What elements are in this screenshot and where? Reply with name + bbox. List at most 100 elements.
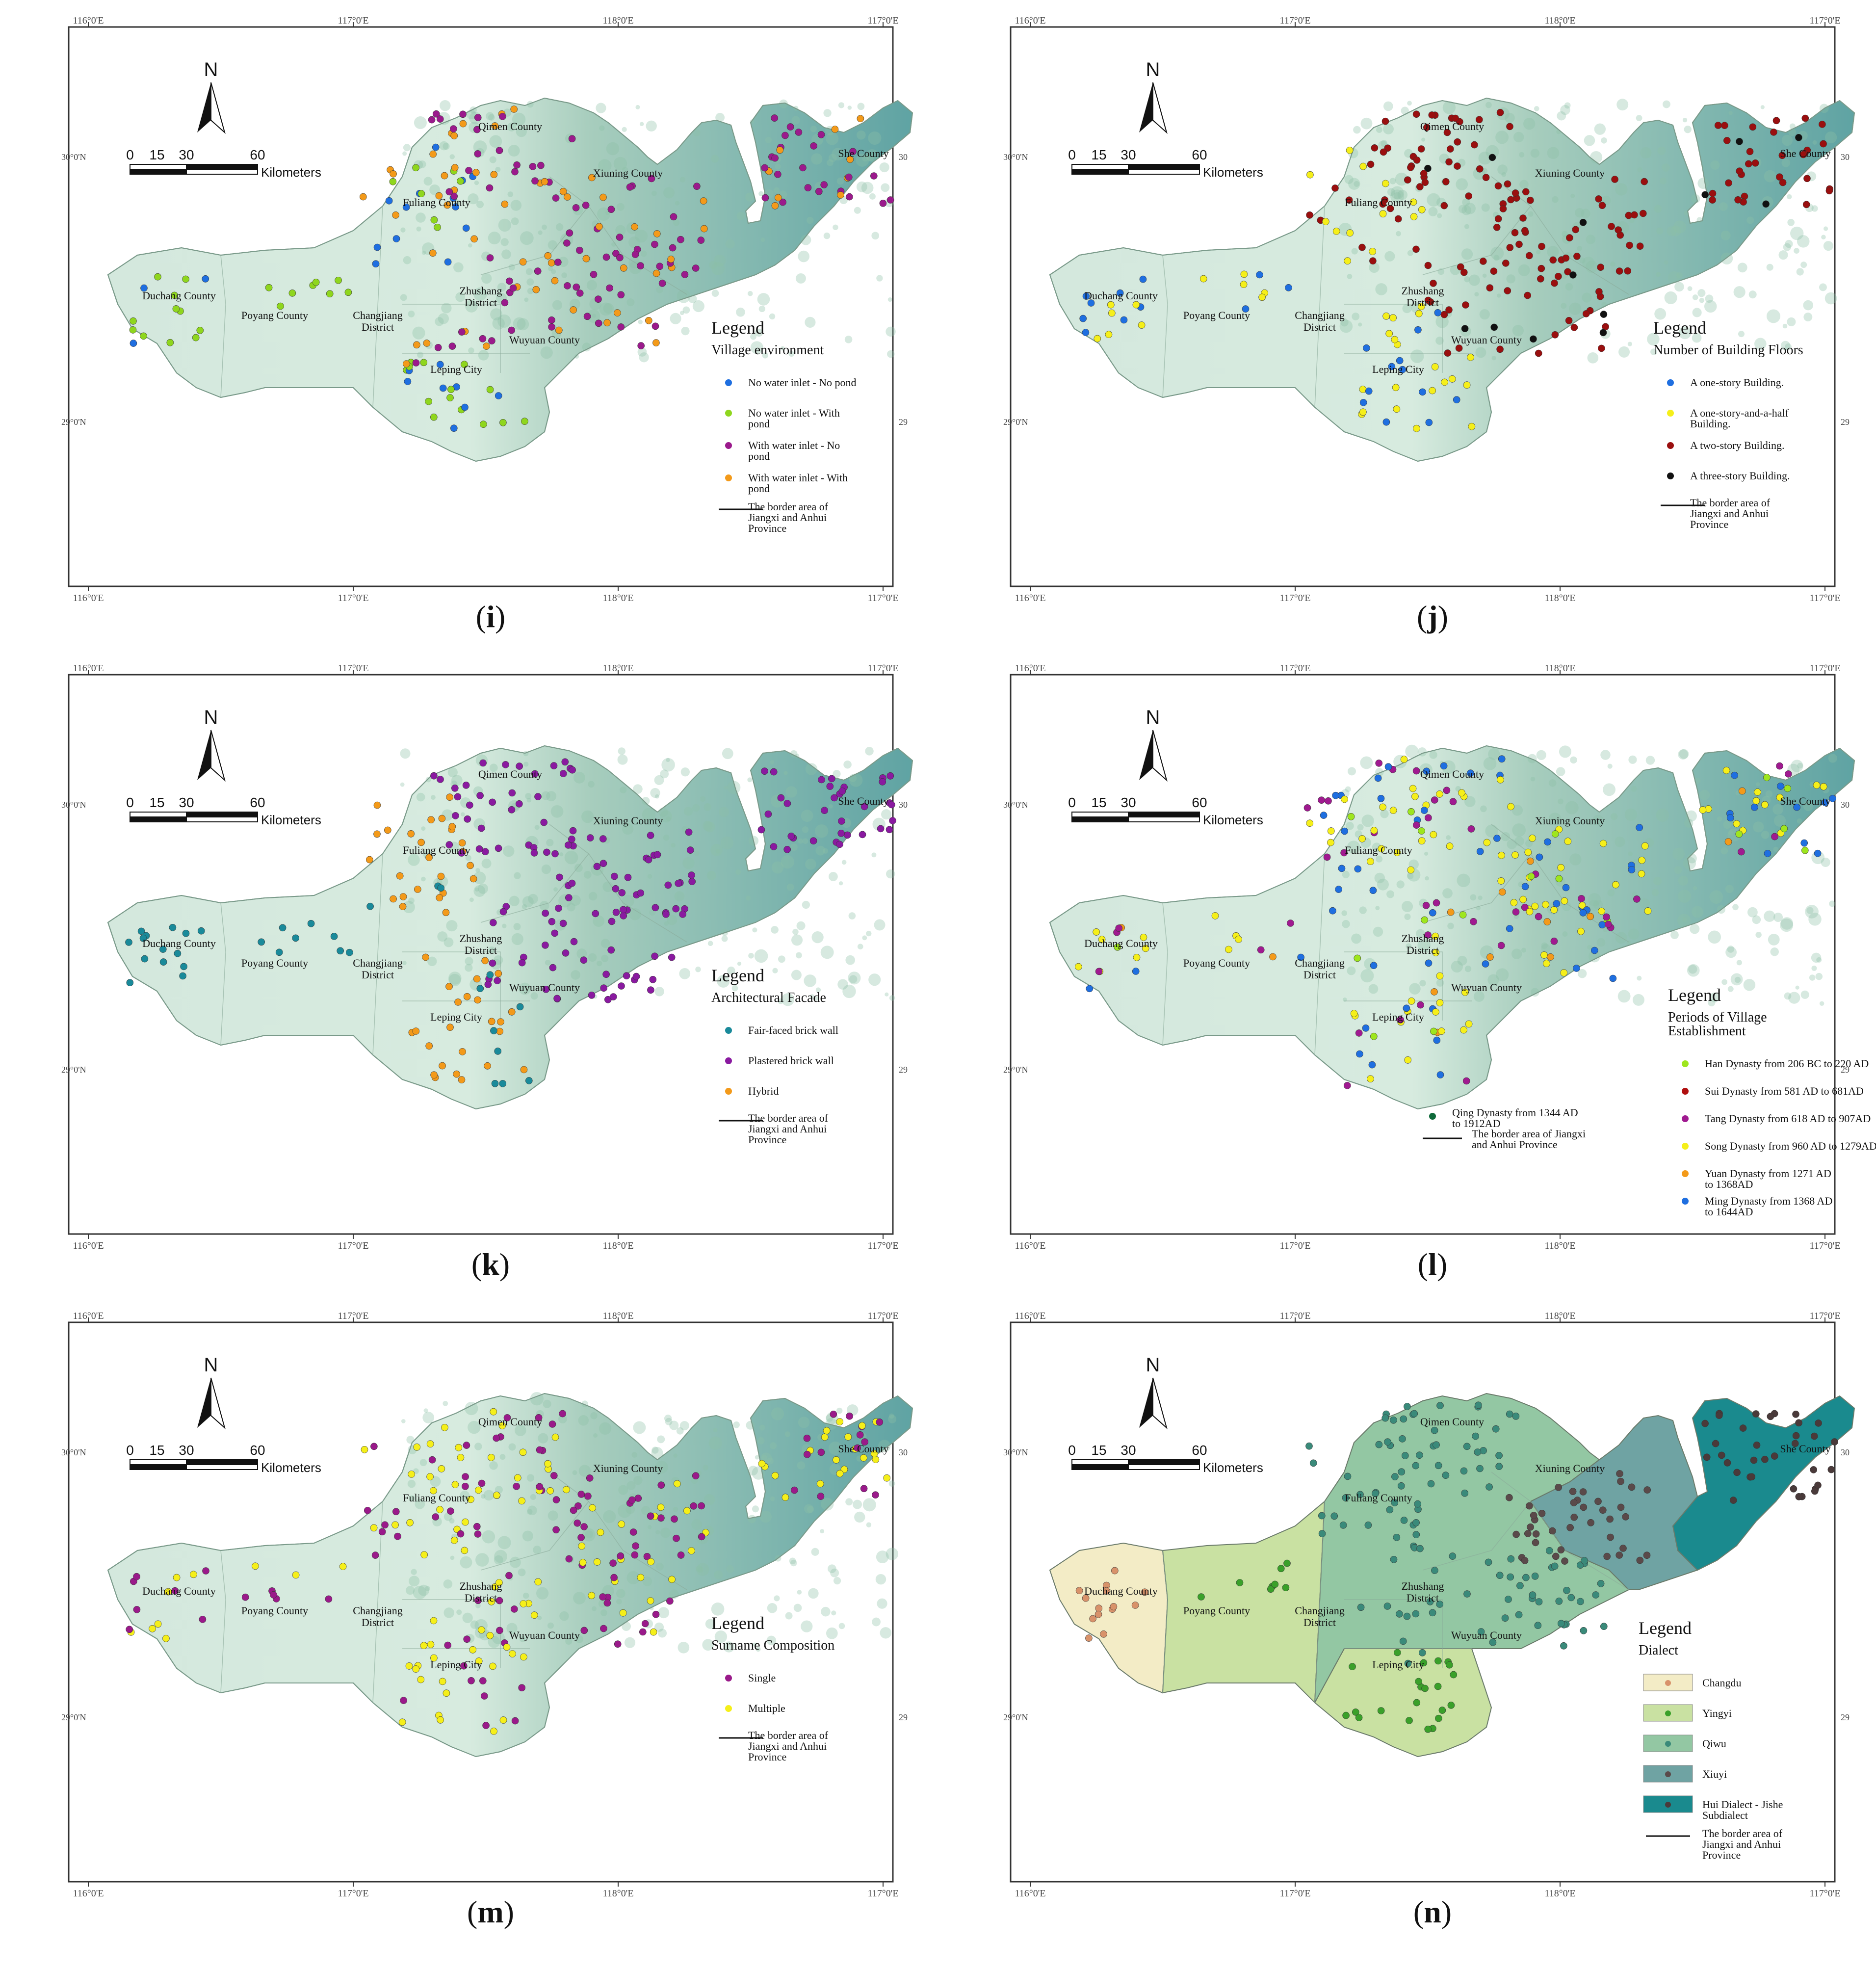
village-point bbox=[126, 1626, 133, 1633]
village-point bbox=[427, 816, 435, 824]
village-point bbox=[876, 1418, 884, 1426]
village-point bbox=[568, 879, 576, 887]
village-point bbox=[1486, 953, 1494, 961]
village-point bbox=[425, 1042, 433, 1050]
map-panel-i: 116°0'E 116°0'E 117°0'E 117°0'E 118°0'E 118°0… bbox=[59, 0, 962, 604]
village-point bbox=[396, 872, 404, 880]
north-arrow: N bbox=[1139, 59, 1168, 134]
village-point bbox=[1771, 833, 1778, 841]
village-point bbox=[439, 1678, 446, 1685]
svg-text:Sui Dynasty from 581 AD to 681: Sui Dynasty from 581 AD to 681AD bbox=[1705, 1085, 1864, 1097]
panel-label: (i) bbox=[475, 599, 506, 634]
village-point bbox=[1530, 335, 1537, 343]
village-point bbox=[859, 831, 866, 839]
village-point bbox=[1459, 911, 1467, 919]
village-point bbox=[1240, 270, 1248, 278]
village-point bbox=[1543, 960, 1550, 967]
village-point bbox=[669, 244, 677, 252]
village-point bbox=[588, 991, 596, 999]
village-point bbox=[469, 1646, 477, 1654]
village-point bbox=[643, 1552, 651, 1560]
village-point bbox=[1754, 788, 1761, 796]
village-point bbox=[430, 1071, 438, 1079]
village-point bbox=[1829, 795, 1836, 802]
village-point bbox=[182, 929, 190, 937]
village-point bbox=[498, 1422, 506, 1429]
village-point bbox=[1381, 117, 1389, 125]
svg-text:Kilometers: Kilometers bbox=[1203, 813, 1263, 827]
legend-item: Sui Dynasty from 581 AD to 681AD bbox=[1682, 1085, 1864, 1097]
svg-text:0: 0 bbox=[1068, 1443, 1076, 1458]
village-point bbox=[445, 188, 453, 196]
village-point bbox=[1449, 798, 1457, 806]
lat-label-left: 30°0'N bbox=[1003, 800, 1028, 810]
village-point bbox=[1236, 1579, 1244, 1586]
lon-label-bottom: 117°0'E bbox=[1279, 593, 1310, 604]
village-point bbox=[817, 1493, 825, 1500]
village-point bbox=[652, 339, 660, 346]
village-point bbox=[420, 1551, 428, 1559]
village-point bbox=[1426, 1598, 1434, 1605]
village-point bbox=[637, 262, 644, 270]
village-point bbox=[651, 904, 659, 912]
village-point bbox=[764, 810, 772, 818]
lon-label-bottom: 117°0'E bbox=[1279, 1240, 1310, 1251]
village-point bbox=[1330, 1512, 1338, 1520]
village-point bbox=[1498, 851, 1505, 859]
village-point bbox=[1558, 1620, 1565, 1628]
village-point bbox=[1561, 897, 1568, 905]
village-point bbox=[499, 1716, 507, 1724]
village-point bbox=[258, 938, 265, 946]
village-point bbox=[182, 275, 189, 283]
village-point bbox=[685, 828, 693, 836]
county-label: Leping City bbox=[430, 1011, 482, 1023]
village-point bbox=[1801, 114, 1809, 122]
village-point bbox=[1482, 174, 1490, 182]
village-point bbox=[593, 1558, 601, 1566]
village-point bbox=[1535, 913, 1542, 920]
village-point bbox=[1498, 888, 1506, 896]
village-point bbox=[473, 975, 481, 983]
village-point bbox=[560, 770, 567, 777]
village-point bbox=[1379, 803, 1386, 811]
village-point bbox=[1418, 206, 1426, 213]
village-point bbox=[618, 1520, 625, 1528]
village-point bbox=[133, 1573, 140, 1580]
village-point bbox=[486, 184, 494, 192]
village-point bbox=[692, 1472, 700, 1480]
village-point bbox=[1358, 243, 1366, 251]
county-label: Changjiang bbox=[353, 1604, 402, 1617]
village-point bbox=[489, 798, 496, 806]
village-point bbox=[479, 759, 487, 767]
lon-label-top: 116°0'E bbox=[73, 663, 104, 674]
village-point bbox=[1424, 1725, 1432, 1733]
village-point bbox=[441, 1423, 448, 1431]
village-point bbox=[1562, 254, 1570, 262]
village-point bbox=[791, 1486, 798, 1494]
village-point bbox=[1346, 229, 1354, 237]
village-point bbox=[1770, 129, 1777, 136]
village-point bbox=[1555, 1597, 1563, 1605]
village-point bbox=[1094, 1610, 1102, 1618]
village-point bbox=[1827, 1466, 1835, 1473]
village-point bbox=[503, 1643, 511, 1651]
village-point bbox=[1407, 163, 1414, 171]
village-point bbox=[493, 1434, 500, 1442]
svg-text:District: District bbox=[1407, 944, 1439, 956]
svg-text:Province: Province bbox=[1702, 1849, 1741, 1861]
village-point bbox=[1393, 405, 1401, 413]
village-point bbox=[586, 1474, 594, 1482]
village-point bbox=[1544, 838, 1551, 846]
village-point bbox=[1424, 164, 1432, 172]
village-point bbox=[570, 306, 577, 314]
village-point bbox=[1356, 1491, 1364, 1498]
village-point bbox=[458, 849, 466, 857]
svg-text:Changdu: Changdu bbox=[1702, 1677, 1741, 1689]
village-point bbox=[417, 1676, 425, 1683]
village-point bbox=[1306, 819, 1314, 827]
village-point bbox=[1407, 866, 1415, 874]
